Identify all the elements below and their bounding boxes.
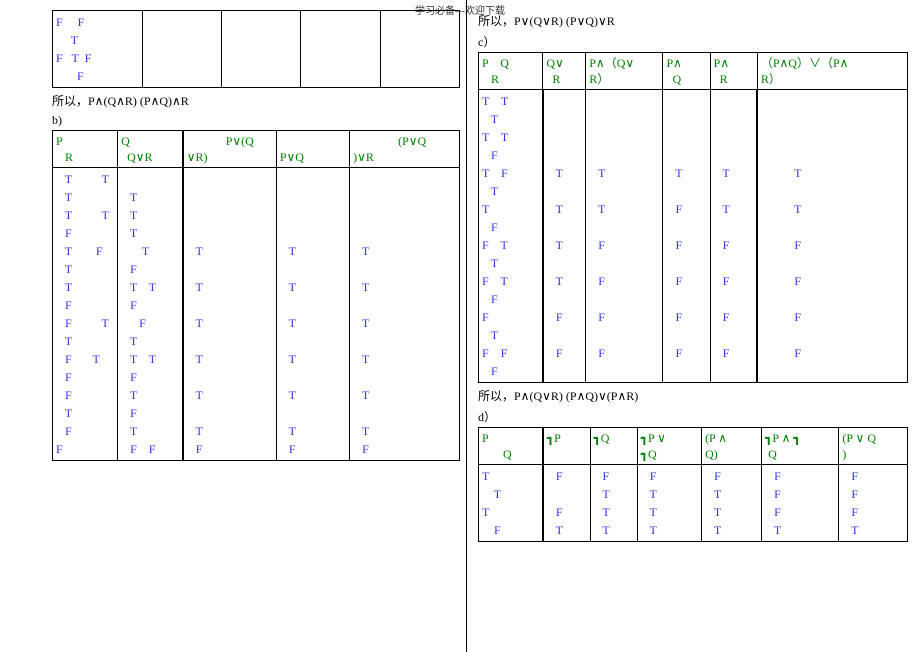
label-c: c） [478,33,908,50]
td-c6: F F F T [839,465,908,542]
label-b: b) [52,113,460,128]
tc-h1: Q∨ R [543,53,586,90]
table-d: P Q ┓P ┓Q ┓P ∨ ┓Q (P ∧ Q) ┓P ∧ ┓ Q (P ∨ … [478,427,908,542]
tc-c1: T T T T F F [543,90,586,383]
column-divider [466,0,467,652]
tb-h1: Q Q∨R [118,131,183,168]
tb-c1: T T T T F T T F F T T T F T F T F F [118,168,183,461]
td-c3: F T T T [637,465,701,542]
tb-c4: T T T T T T F [350,168,460,461]
tc-c2: T T F F F F [586,90,663,383]
td-h6: (P ∨ Q ) [839,428,908,465]
td-h5: ┓P ∧ ┓ Q [762,428,839,465]
tc-h5: （P∧Q）∨（P∧ R） [757,53,907,90]
td-h3: ┓P ∨ ┓Q [637,428,701,465]
td-c5: F F F T [762,465,839,542]
left-column: F F T F T F F 所以，P∧(Q∧R) (P∧Q)∧R b) P R … [52,10,460,461]
tc-c3: T F F F F F [663,90,710,383]
td-c0: T T T F [479,465,543,542]
tc-c5: T T F F F F [757,90,907,383]
tb-c3: T T T T T T F [276,168,349,461]
table-a-cell: T [56,31,139,49]
caption-top-right: 所以，P∨(Q∨R) (P∨Q)∨R [478,12,908,29]
td-c1: F F T [543,465,590,542]
tb-h0: P R [53,131,118,168]
table-c: P Q R Q∨ R P∧（Q∨ R） P∧ Q P∧ R （P∧Q）∨（P∧ … [478,52,908,383]
tb-h4: (P∨Q )∨R [350,131,460,168]
caption-a: 所以，P∧(Q∧R) (P∧Q)∧R [52,92,460,109]
right-column: 所以，P∨(Q∨R) (P∨Q)∨R c） P Q R Q∨ R P∧（Q∨ R… [478,8,908,542]
table-a-cell: F T F [56,49,139,67]
tc-h2: P∧（Q∨ R） [586,53,663,90]
tb-h3: P∨Q [276,131,349,168]
tc-h4: P∧ R [710,53,757,90]
tb-h2: P∨(Q ∨R) [183,131,277,168]
td-h1: ┓P [543,428,590,465]
table-a: F F T F T F F [52,10,460,88]
table-a-cell: F F [56,13,139,31]
tc-h0: P Q R [479,53,543,90]
tb-c0: T T T T T F T F T T F F T T F T F F T F … [53,168,118,461]
td-h0: P Q [479,428,543,465]
td-h2: ┓Q [590,428,637,465]
caption-c: 所以，P∧(Q∨R) (P∧Q)∨(P∧R) [478,387,908,404]
td-h4: (P ∧ Q) [702,428,762,465]
tc-h3: P∧ Q [663,53,710,90]
td-c4: F T T T [702,465,762,542]
label-d: d） [478,408,908,425]
td-c2: F T T T [590,465,637,542]
tc-c4: T T F F F F [710,90,757,383]
tb-c2: T T T T T T F [183,168,277,461]
table-b: P R Q Q∨R P∨(Q ∨R) P∨Q (P∨Q )∨R T T T T … [52,130,460,461]
table-a-cell: F [56,67,139,85]
tc-c0: T T T T T F T F T T F F T T F T F F T F … [479,90,543,383]
